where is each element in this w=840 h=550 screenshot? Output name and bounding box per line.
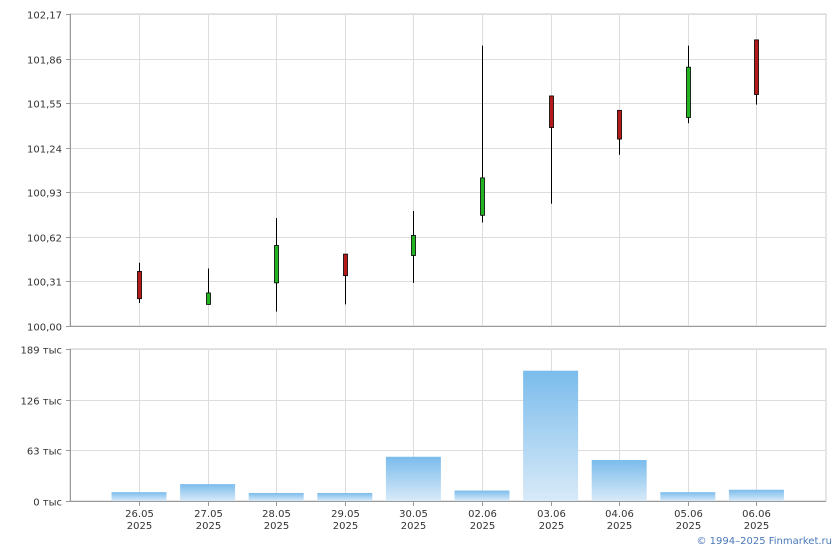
volume-tick-label: 126 тыс xyxy=(21,397,62,408)
candle-body xyxy=(549,95,554,128)
candlestick-series xyxy=(137,39,759,312)
price-tick-label: 100,62 xyxy=(27,234,62,245)
candle-body xyxy=(206,292,211,305)
price-tick-label: 100,00 xyxy=(27,323,62,334)
candle-body xyxy=(274,245,279,284)
volume-tick-label: 63 тыс xyxy=(27,447,62,458)
volume-bar xyxy=(454,490,510,501)
x-tick-label-date: 27.05 xyxy=(194,509,223,520)
x-tick-label-date: 02.06 xyxy=(468,509,497,520)
candle xyxy=(343,253,348,305)
candle-body xyxy=(617,109,622,140)
price-tick-label: 101,55 xyxy=(27,100,62,111)
volume-bar xyxy=(180,484,236,501)
price-tick-label: 102,17 xyxy=(27,11,62,22)
candle-body xyxy=(137,270,142,300)
volume-bar xyxy=(523,370,579,501)
x-tick-label-date: 28.05 xyxy=(262,509,291,520)
volume-bar xyxy=(111,492,167,501)
x-tick-label-year: 2025 xyxy=(264,521,289,532)
x-tick-label-date: 05.06 xyxy=(674,509,703,520)
volume-bar xyxy=(248,492,304,501)
candle xyxy=(206,268,211,305)
candle xyxy=(137,262,142,303)
candle xyxy=(754,39,759,105)
volume-grid xyxy=(69,348,827,502)
volume-series xyxy=(111,370,784,501)
copyright-link[interactable]: © 1994–2025 Finmarket.ru xyxy=(696,536,832,547)
x-tick-label-year: 2025 xyxy=(607,521,632,532)
candle-body xyxy=(343,253,348,277)
x-tick-label-date: 26.05 xyxy=(125,509,154,520)
candle-body xyxy=(754,39,759,95)
volume-bar xyxy=(317,492,373,501)
volume-bar xyxy=(660,492,716,501)
volume-plot-frame xyxy=(69,348,827,502)
x-tick-label-year: 2025 xyxy=(127,521,152,532)
candle xyxy=(411,210,416,283)
volume-tick-label: 0 тыс xyxy=(33,498,62,509)
price-grid xyxy=(69,13,827,327)
candle xyxy=(686,45,691,124)
x-tick-label-year: 2025 xyxy=(744,521,769,532)
x-tick-label-date: 30.05 xyxy=(399,509,428,520)
price-tick-label: 100,93 xyxy=(27,189,62,200)
price-y-axis: 102,17 101,86 101,55 101,24 100,93 100,62 100,… xyxy=(27,11,826,334)
candle xyxy=(617,109,622,155)
x-tick-label-year: 2025 xyxy=(196,521,221,532)
candle-body xyxy=(686,66,691,118)
x-axis: 26.05202527.05202528.05202529.05202530.0… xyxy=(125,501,771,532)
candle xyxy=(274,218,279,312)
volume-y-axis: 189 тыс 126 тыс 63 тыс 0 тыс xyxy=(21,346,826,509)
candle xyxy=(480,45,485,223)
x-tick-label-date: 03.06 xyxy=(537,509,566,520)
x-tick-label-year: 2025 xyxy=(539,521,564,532)
volume-bar xyxy=(591,459,647,501)
x-tick-label-year: 2025 xyxy=(676,521,701,532)
price-tick-label: 101,86 xyxy=(27,56,62,67)
x-tick-label-year: 2025 xyxy=(333,521,358,532)
candle xyxy=(549,95,554,204)
x-tick-label-date: 04.06 xyxy=(605,509,634,520)
x-tick-label-date: 29.05 xyxy=(331,509,360,520)
volume-bar xyxy=(385,456,441,501)
x-tick-label-year: 2025 xyxy=(401,521,426,532)
x-tick-label-year: 2025 xyxy=(470,521,495,532)
candle-body xyxy=(480,177,485,216)
x-tick-label-date: 06.06 xyxy=(742,509,771,520)
volume-bar xyxy=(728,489,784,501)
volume-tick-label: 189 тыс xyxy=(21,346,62,357)
price-tick-label: 101,24 xyxy=(27,145,62,156)
price-plot-frame xyxy=(69,13,827,327)
price-tick-label: 100,31 xyxy=(27,278,62,289)
candle-body xyxy=(411,235,416,256)
